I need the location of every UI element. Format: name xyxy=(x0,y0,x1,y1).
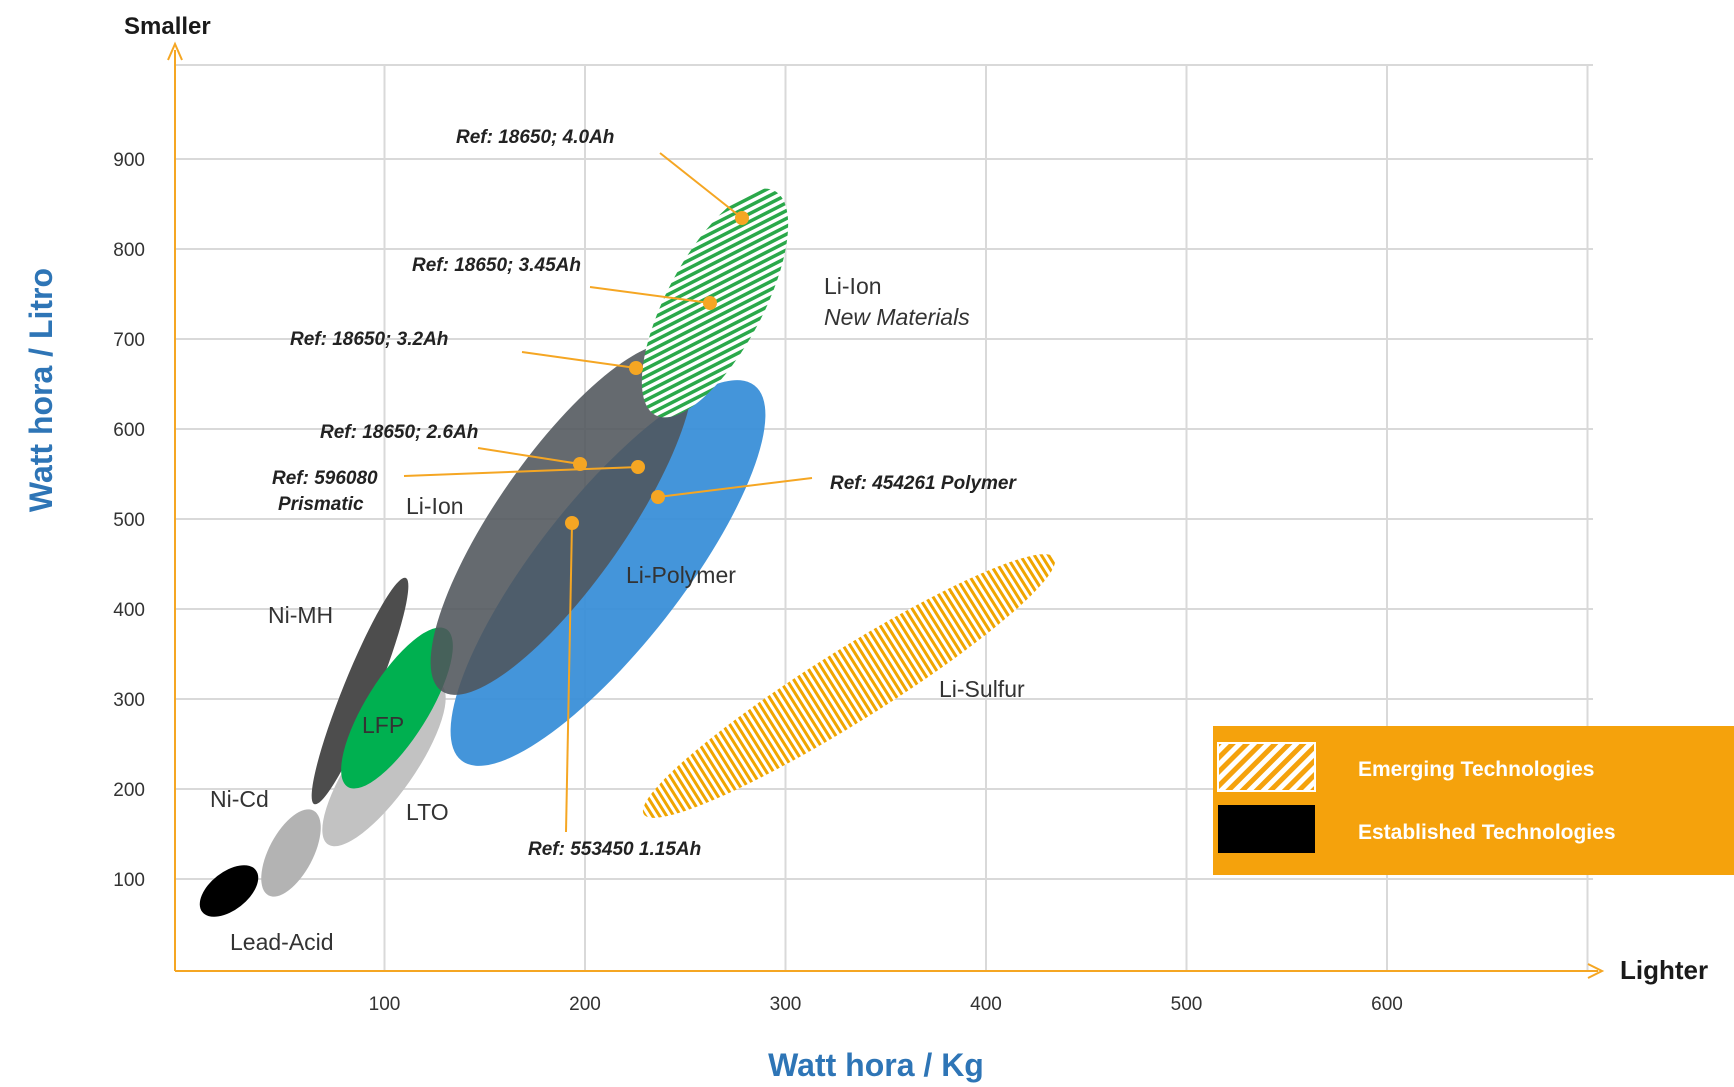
legend-label-established: Established Technologies xyxy=(1358,821,1616,844)
region-lfp xyxy=(341,627,453,789)
leader-3-2ah xyxy=(521,351,637,369)
leader-3-45ah xyxy=(589,286,711,304)
legend-label-emerging: Emerging Technologies xyxy=(1358,758,1594,781)
label-li-polymer: Li-Polymer xyxy=(626,562,736,588)
x-tick-label: 100 xyxy=(369,994,401,1015)
annotation-labels: Ref: 18650; 4.0Ah Ref: 18650; 3.45Ah Ref… xyxy=(272,127,1017,860)
y-tick-label: 600 xyxy=(113,420,145,441)
region-ni-cd xyxy=(261,809,321,897)
legend: Emerging Technologies Established Techno… xyxy=(1213,726,1734,875)
ref-label-553450: Ref: 553450 1.15Ah xyxy=(528,839,701,860)
x-tick-label: 200 xyxy=(569,994,601,1015)
x-tick-label: 600 xyxy=(1371,994,1403,1015)
region-li-polymer xyxy=(450,380,766,766)
ref-label-596080-line1: Ref: 596080 xyxy=(272,468,378,489)
point-18650-3-45ah xyxy=(703,296,717,310)
legend-swatch-emerging xyxy=(1217,742,1316,792)
technology-regions xyxy=(199,188,1056,917)
leader-4-0ah xyxy=(659,152,743,219)
annotation-leaders xyxy=(403,152,813,833)
y-tick-labels: 100 200 300 400 500 600 700 800 900 xyxy=(113,150,145,891)
y-tick-label: 100 xyxy=(113,870,145,891)
y-tick-label: 200 xyxy=(113,780,145,801)
point-18650-2-6ah xyxy=(573,457,587,471)
label-lead-acid: Lead-Acid xyxy=(230,929,334,955)
leader-553450 xyxy=(565,522,573,833)
point-596080-prismatic xyxy=(631,460,645,474)
label-lto: LTO xyxy=(406,799,449,825)
y-tick-label: 400 xyxy=(113,600,145,621)
point-553450-1-15ah xyxy=(565,516,579,530)
y-tick-label: 900 xyxy=(113,150,145,171)
y-tick-label: 500 xyxy=(113,510,145,531)
leader-596080 xyxy=(403,466,639,477)
label-ni-cd: Ni-Cd xyxy=(210,786,269,812)
region-li-ion xyxy=(430,343,694,695)
label-li-sulfur: Li-Sulfur xyxy=(939,676,1025,702)
region-ni-mh xyxy=(311,577,409,805)
ref-label-4-0ah: Ref: 18650; 4.0Ah xyxy=(456,127,614,148)
y-tick-label: 800 xyxy=(113,240,145,261)
leader-454261 xyxy=(657,477,813,498)
label-new-materials-line1: Li-Ion xyxy=(824,273,882,299)
x-tick-label: 500 xyxy=(1171,994,1203,1015)
label-new-materials-line2: New Materials xyxy=(824,304,970,330)
x-tick-label: 400 xyxy=(970,994,1002,1015)
x-axis xyxy=(175,963,1605,979)
y-tick-label: 300 xyxy=(113,690,145,711)
x-tick-labels: 100 200 300 400 500 600 xyxy=(369,994,1403,1015)
region-li-sulfur xyxy=(642,554,1056,818)
point-18650-4-0ah xyxy=(735,211,749,225)
y-tick-label: 700 xyxy=(113,330,145,351)
leader-2-6ah xyxy=(477,447,581,465)
point-18650-3-2ah xyxy=(629,361,643,375)
region-labels: Lead-Acid Ni-Cd LTO Ni-MH LFP Li-Ion Li-… xyxy=(210,273,1025,955)
label-lfp: LFP xyxy=(362,712,404,738)
label-ni-mh: Ni-MH xyxy=(268,602,333,628)
legend-swatch-established xyxy=(1218,805,1315,853)
ref-label-454261: Ref: 454261 Polymer xyxy=(830,473,1017,494)
y-axis-title: Watt hora / Litro xyxy=(23,268,59,512)
region-lead-acid xyxy=(199,865,259,917)
y-direction-label: Smaller xyxy=(124,13,211,40)
x-axis-title: Watt hora / Kg xyxy=(768,1047,984,1083)
ref-label-2-6ah: Ref: 18650; 2.6Ah xyxy=(320,422,478,443)
ref-label-3-45ah: Ref: 18650; 3.45Ah xyxy=(412,255,581,276)
x-direction-label: Lighter xyxy=(1620,955,1708,985)
y-axis xyxy=(167,41,183,971)
label-li-ion: Li-Ion xyxy=(406,493,464,519)
ref-label-596080-line2: Prismatic xyxy=(278,494,364,515)
point-454261-polymer xyxy=(651,490,665,504)
ref-label-3-2ah: Ref: 18650; 3.2Ah xyxy=(290,329,448,350)
annotation-points xyxy=(565,211,749,530)
x-tick-label: 300 xyxy=(770,994,802,1015)
